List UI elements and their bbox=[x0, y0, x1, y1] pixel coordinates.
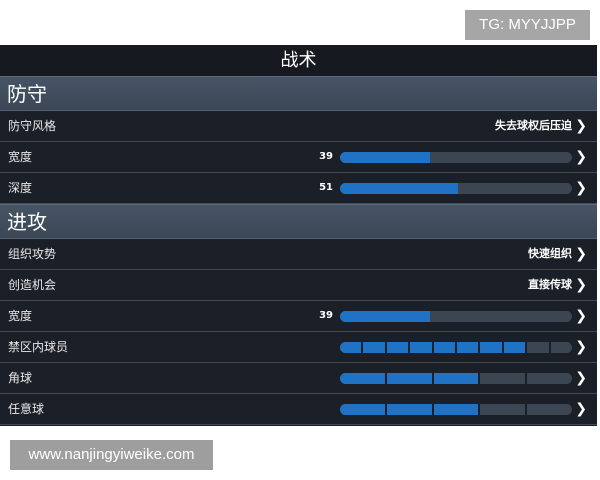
setting-label: 禁区内球员 bbox=[8, 340, 69, 354]
chevron-right-icon[interactable]: ❯ bbox=[575, 149, 587, 165]
bar-segment bbox=[550, 342, 572, 353]
segmented-bar[interactable] bbox=[340, 373, 572, 384]
bar-segment bbox=[480, 342, 504, 353]
watermark-bottom: www.nanjingyiweike.com bbox=[10, 440, 213, 470]
setting-row[interactable]: 任意球 ❯ bbox=[0, 394, 597, 425]
bar-segment bbox=[527, 404, 572, 415]
slider-fill bbox=[340, 152, 431, 163]
slider-fill bbox=[340, 183, 459, 194]
setting-value: 直接传球 bbox=[528, 278, 572, 291]
setting-value: 快速组织 bbox=[528, 247, 572, 260]
chevron-right-icon[interactable]: ❯ bbox=[575, 401, 587, 417]
segmented-bar[interactable] bbox=[340, 404, 572, 415]
tactics-panel: 战术 防守 防守风格 失去球权后压迫 ❯ 宽度 39 ❯ 深度 51 ❯ 进攻 组织攻势 快速组织 ❯ 创造… bbox=[0, 45, 597, 426]
bar-segment bbox=[503, 342, 528, 353]
bar-segment bbox=[386, 404, 434, 415]
chevron-right-icon[interactable]: ❯ bbox=[575, 370, 587, 386]
bar-segment bbox=[340, 373, 387, 384]
bar-segment bbox=[527, 342, 551, 353]
setting-number: 51 bbox=[319, 182, 333, 193]
setting-label: 深度 bbox=[8, 181, 33, 195]
bar-segment bbox=[480, 373, 528, 384]
bar-segment bbox=[340, 342, 364, 353]
setting-number: 39 bbox=[319, 310, 333, 321]
bar-segment bbox=[433, 404, 481, 415]
setting-row[interactable]: 创造机会 直接传球 ❯ bbox=[0, 270, 597, 301]
setting-label: 组织攻势 bbox=[8, 247, 57, 261]
bar-segment bbox=[433, 373, 481, 384]
setting-row[interactable]: 防守风格 失去球权后压迫 ❯ bbox=[0, 111, 597, 142]
setting-row[interactable]: 角球 ❯ bbox=[0, 363, 597, 394]
bar-segment bbox=[457, 342, 481, 353]
chevron-right-icon[interactable]: ❯ bbox=[575, 180, 587, 196]
setting-value: 失去球权后压迫 bbox=[495, 119, 572, 132]
setting-row[interactable]: 禁区内球员 ❯ bbox=[0, 332, 597, 363]
slider-bar[interactable] bbox=[340, 152, 572, 163]
bar-segment bbox=[386, 373, 434, 384]
setting-row[interactable]: 深度 51 ❯ bbox=[0, 173, 597, 204]
section-header: 进攻 bbox=[0, 204, 597, 239]
chevron-right-icon[interactable]: ❯ bbox=[575, 118, 587, 134]
slider-fill bbox=[340, 311, 431, 322]
watermark-top: TG: MYYJJPP bbox=[465, 10, 590, 40]
setting-row[interactable]: 宽度 39 ❯ bbox=[0, 301, 597, 332]
bar-segment bbox=[386, 342, 411, 353]
section-header: 防守 bbox=[0, 76, 597, 111]
chevron-right-icon[interactable]: ❯ bbox=[575, 308, 587, 324]
bar-segment bbox=[363, 342, 387, 353]
setting-row[interactable]: 宽度 39 ❯ bbox=[0, 142, 597, 173]
bar-segment bbox=[340, 404, 387, 415]
bar-segment bbox=[527, 373, 572, 384]
slider-bar[interactable] bbox=[340, 183, 572, 194]
setting-label: 角球 bbox=[8, 371, 33, 385]
setting-label: 防守风格 bbox=[8, 119, 57, 133]
bar-segment bbox=[410, 342, 434, 353]
setting-label: 任意球 bbox=[8, 402, 45, 416]
chevron-right-icon[interactable]: ❯ bbox=[575, 246, 587, 262]
bar-segment bbox=[480, 404, 528, 415]
segmented-bar[interactable] bbox=[340, 342, 572, 353]
setting-row[interactable]: 组织攻势 快速组织 ❯ bbox=[0, 239, 597, 270]
bar-segment bbox=[433, 342, 458, 353]
setting-label: 创造机会 bbox=[8, 278, 57, 292]
page-title: 战术 bbox=[0, 45, 597, 76]
setting-label: 宽度 bbox=[8, 309, 33, 323]
slider-bar[interactable] bbox=[340, 311, 572, 322]
setting-number: 39 bbox=[319, 151, 333, 162]
setting-label: 宽度 bbox=[8, 150, 33, 164]
chevron-right-icon[interactable]: ❯ bbox=[575, 339, 587, 355]
chevron-right-icon[interactable]: ❯ bbox=[575, 277, 587, 293]
